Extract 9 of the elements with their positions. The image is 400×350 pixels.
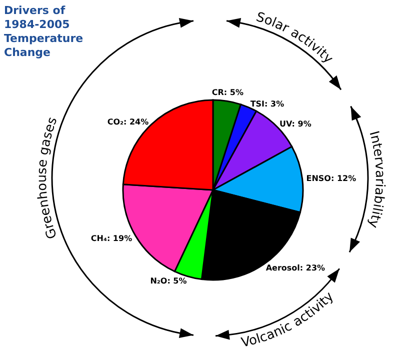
slice-label: UV: 9%	[279, 120, 312, 129]
slice-label: Aerosol: 23%	[266, 264, 326, 273]
slice-label: N₂O: 5%	[150, 276, 187, 286]
slice-label: CR: 5%	[212, 88, 244, 98]
slice-label: CH₄: 19%	[90, 234, 132, 243]
chart-title: Drivers of 1984-2005 Temperature Change	[4, 4, 84, 59]
slice-label: ENSO: 12%	[306, 174, 356, 184]
slice-label: TSI: 3%	[250, 100, 284, 109]
slice-label: CO₂: 24%	[107, 117, 149, 126]
